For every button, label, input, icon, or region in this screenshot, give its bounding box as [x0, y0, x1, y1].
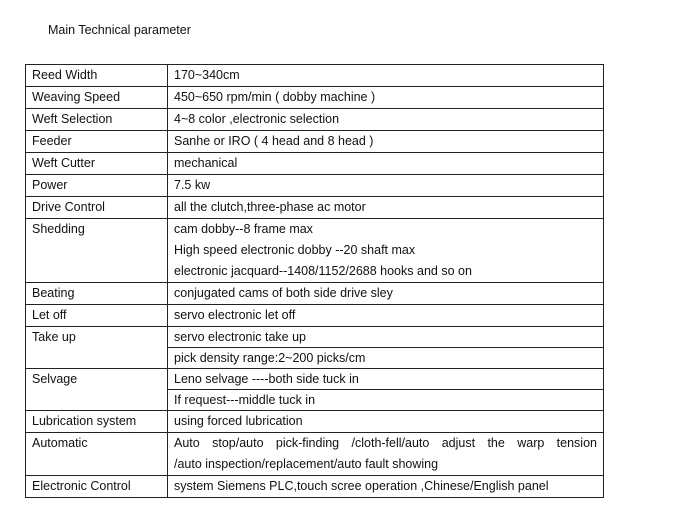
- table-row-drive-control: Drive Control all the clutch,three-phase …: [25, 196, 604, 219]
- document-title: Main Technical parameter: [48, 23, 191, 37]
- parameter-value-cell: 4~8 color ,electronic selection: [167, 108, 604, 131]
- parameter-value-cell: mechanical: [167, 152, 604, 175]
- parameter-value: all the clutch,three-phase ac motor: [174, 200, 366, 214]
- table-row-lubrication-system: Lubrication system using forced lubricati…: [25, 410, 604, 433]
- parameter-label: Automatic: [25, 432, 168, 476]
- parameter-value: mechanical: [174, 156, 238, 170]
- parameter-value: /auto inspection/replacement/auto fault …: [174, 457, 439, 471]
- parameter-label: Selvage: [25, 368, 168, 411]
- technical-parameter-table: Reed Width 170~340cm Weaving Speed 450~650 …: [25, 64, 604, 498]
- parameter-label: Weft Selection: [25, 108, 168, 131]
- table-row-beating: Beating conjugated cams of both side driv…: [25, 282, 604, 305]
- parameter-value: conjugated cams of both side drive sley: [174, 286, 393, 300]
- parameter-label: Electronic Control: [25, 475, 168, 498]
- parameter-label: Shedding: [25, 218, 168, 283]
- parameter-value-cell: cam dobby--8 frame max High speed electro…: [167, 218, 604, 283]
- table-row-let-off: Let off servo electronic let off: [25, 304, 604, 327]
- parameter-value-cell: Sanhe or IRO ( 4 head and 8 head ): [167, 130, 604, 153]
- parameter-value: Sanhe or IRO ( 4 head and 8 head ): [174, 134, 374, 148]
- parameter-value: servo electronic let off: [174, 308, 296, 322]
- table-row-weaving-speed: Weaving Speed 450~650 rpm/min ( dobby mac…: [25, 86, 604, 109]
- parameter-value-cell: conjugated cams of both side drive sley: [167, 282, 604, 305]
- parameter-value: Leno selvage ----both side tuck in: [167, 368, 604, 390]
- parameter-value: If request---middle tuck in: [167, 389, 604, 411]
- table-row-shedding: Shedding cam dobby--8 frame max High speed…: [25, 218, 604, 283]
- parameter-label: Weft Cutter: [25, 152, 168, 175]
- parameter-label: Take up: [25, 326, 168, 369]
- parameter-value: cam dobby--8 frame max: [174, 222, 313, 236]
- parameter-value: 7.5 kw: [174, 178, 211, 192]
- parameter-value-cell: servo electronic let off: [167, 304, 604, 327]
- parameter-value-cell: 170~340cm: [167, 64, 604, 87]
- table-row-feeder: Feeder Sanhe or IRO ( 4 head and 8 head ): [25, 130, 604, 153]
- table-row-electronic-control: Electronic Control system Siemens PLC,tou…: [25, 475, 604, 498]
- parameter-label: Weaving Speed: [25, 86, 168, 109]
- parameter-value-cell: 450~650 rpm/min ( dobby machine ): [167, 86, 604, 109]
- table-row-weft-cutter: Weft Cutter mechanical: [25, 152, 604, 175]
- table-row-power: Power 7.5 kw: [25, 174, 604, 197]
- table-row-weft-selection: Weft Selection 4~8 color ,electronic sele…: [25, 108, 604, 131]
- table-row-selvage: Selvage Leno selvage ----both side tuck i…: [25, 368, 604, 411]
- parameter-value: servo electronic take up: [167, 326, 604, 348]
- parameter-value: 170~340cm: [174, 68, 240, 82]
- parameter-label: Feeder: [25, 130, 168, 153]
- table-row-take-up: Take up servo electronic take up: [25, 326, 604, 369]
- parameter-label: Beating: [25, 282, 168, 305]
- parameter-value-cell: 7.5 kw: [167, 174, 604, 197]
- parameter-value-cell: all the clutch,three-phase ac motor: [167, 196, 604, 219]
- parameter-value: system Siemens PLC,touch scree operation…: [174, 479, 549, 493]
- parameter-value: 4~8 color ,electronic selection: [174, 112, 340, 126]
- parameter-value: pick density range:2~200 picks/cm: [167, 347, 604, 369]
- parameter-value-cell: Auto stop/auto pick-finding /cloth-fell/…: [167, 432, 604, 476]
- parameter-label: Reed Width: [25, 64, 168, 87]
- parameter-value-cell: using forced lubrication: [167, 410, 604, 433]
- parameter-value: High speed electronic dobby --20 shaft m…: [174, 243, 416, 257]
- table-row-reed-width: Reed Width 170~340cm: [25, 64, 604, 87]
- parameter-label: Lubrication system: [25, 410, 168, 433]
- parameter-value: electronic jacquard--1408/1152/2688 hook…: [174, 264, 472, 278]
- parameter-value: Auto stop/auto pick-finding /cloth-fell/…: [174, 436, 597, 450]
- parameter-label: Let off: [25, 304, 168, 327]
- parameter-label: Power: [25, 174, 168, 197]
- table-row-automatic: Automatic Auto stop/auto pick-finding /cl…: [25, 432, 604, 476]
- parameter-value: using forced lubrication: [174, 414, 303, 428]
- parameter-value: 450~650 rpm/min ( dobby machine ): [174, 90, 376, 104]
- parameter-value-cell: system Siemens PLC,touch scree operation…: [167, 475, 604, 498]
- parameter-label: Drive Control: [25, 196, 168, 219]
